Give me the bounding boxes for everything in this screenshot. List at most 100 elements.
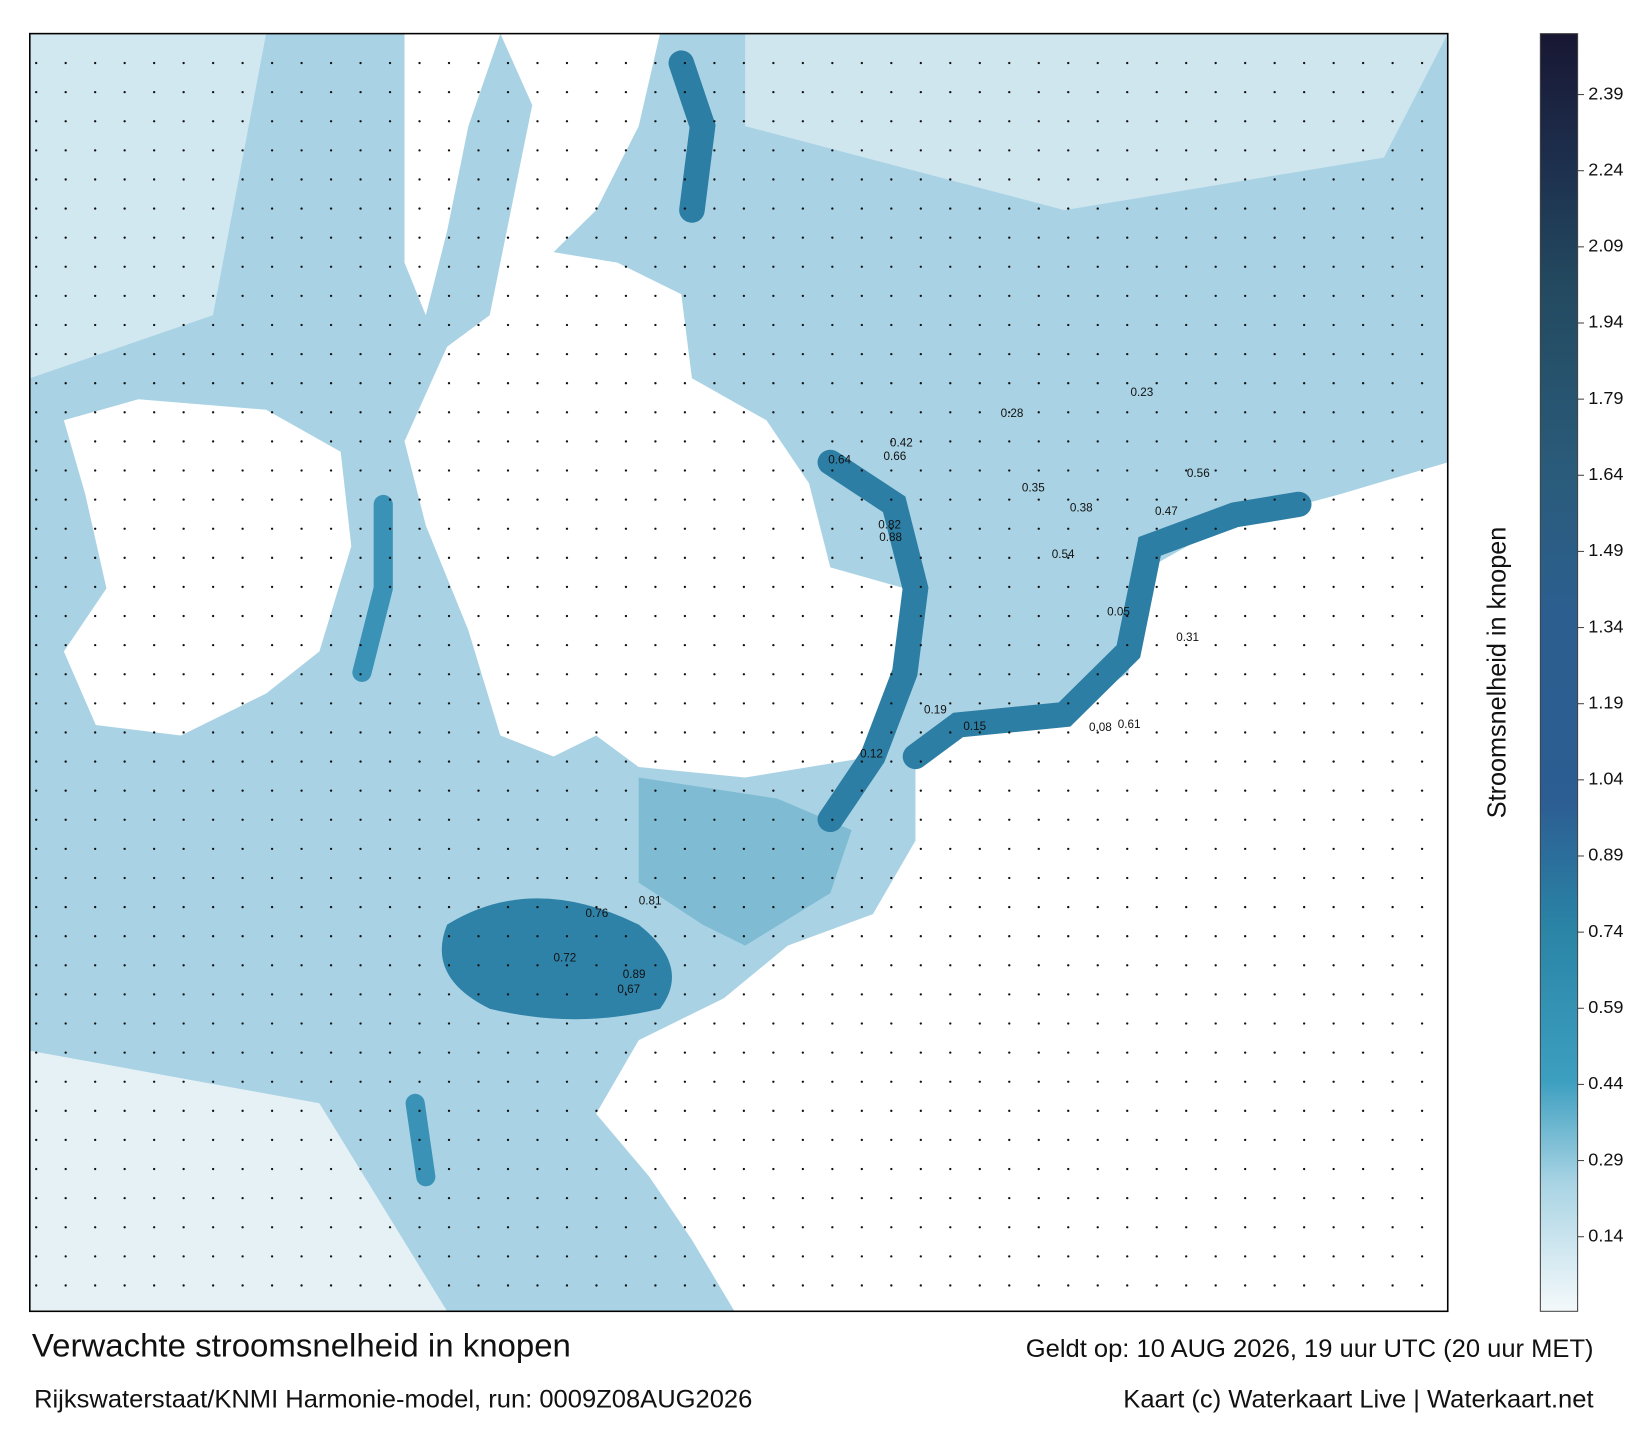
- vector-dot: [300, 294, 303, 298]
- vector-dot: [447, 236, 451, 239]
- vector-dot: [1067, 149, 1070, 152]
- vector-dot: [506, 818, 510, 821]
- vector-dot: [1243, 731, 1247, 734]
- vector-dot: [152, 498, 156, 501]
- vector-dot: [1096, 265, 1099, 268]
- vector-dot: [713, 1284, 716, 1287]
- vector-dot: [1008, 178, 1011, 181]
- vector-dot: [1332, 411, 1335, 414]
- vector-dot: [890, 876, 893, 880]
- vector-dot: [772, 1109, 775, 1112]
- vector-dot: [447, 352, 451, 356]
- vector-dot: [595, 964, 598, 967]
- vector-dot: [1361, 847, 1365, 851]
- vector-dot: [1420, 236, 1424, 239]
- vector-dot: [1273, 643, 1276, 647]
- vector-dot: [123, 1022, 126, 1025]
- vector-dot: [713, 702, 716, 705]
- vector-dot: [1332, 469, 1335, 472]
- vector-dot: [35, 1022, 38, 1025]
- vector-dot: [359, 440, 362, 443]
- vector-dot: [270, 1196, 274, 1200]
- speed-label: 0.89: [623, 968, 646, 981]
- vector-dot: [1420, 876, 1424, 880]
- vector-dot: [241, 993, 244, 996]
- vector-dot: [949, 993, 952, 996]
- vector-dot: [329, 294, 333, 298]
- vector-dot: [270, 1226, 274, 1229]
- speed-label: 0.88: [879, 531, 902, 544]
- vector-dot: [152, 1051, 156, 1054]
- vector-dot: [64, 818, 67, 821]
- vector-dot: [506, 1109, 510, 1112]
- vector-dot: [536, 411, 539, 414]
- vector-dot: [1332, 964, 1335, 967]
- vector-dot: [949, 323, 952, 327]
- vector-dot: [123, 1226, 126, 1229]
- vector-dot: [1243, 1080, 1247, 1083]
- vector-dot: [1067, 265, 1070, 268]
- vector-dot: [64, 1051, 67, 1054]
- vector-dot: [152, 265, 156, 268]
- vector-dot: [801, 1051, 805, 1054]
- vector-dot: [595, 1226, 598, 1229]
- vector-dot: [1361, 993, 1365, 996]
- vector-dot: [64, 149, 67, 152]
- vector-dot: [1391, 382, 1394, 385]
- vector-dot: [860, 993, 864, 996]
- vector-dot: [831, 964, 834, 967]
- vector-dot: [1302, 556, 1306, 559]
- vector-dot: [713, 818, 716, 821]
- vector-dot: [1037, 1109, 1040, 1112]
- vector-dot: [93, 323, 97, 327]
- vector-dot: [654, 120, 657, 123]
- vector-dot: [624, 236, 628, 239]
- vector-dot: [624, 1138, 628, 1142]
- vector-dot: [595, 556, 598, 559]
- vector-dot: [919, 1284, 922, 1287]
- vector-dot: [595, 1138, 598, 1142]
- vector-dot: [1302, 236, 1306, 239]
- vector-dot: [64, 1196, 67, 1200]
- vector-dot: [300, 905, 303, 909]
- vector-dot: [329, 1284, 333, 1287]
- vector-dot: [919, 1167, 922, 1171]
- vector-dot: [211, 411, 215, 414]
- vector-dot: [35, 993, 38, 996]
- vector-dot: [919, 382, 922, 385]
- vector-dot: [890, 905, 893, 909]
- vector-dot: [418, 556, 421, 559]
- vector-dot: [1273, 760, 1276, 763]
- vector-dot: [831, 1226, 834, 1229]
- vector-dot: [152, 382, 156, 385]
- vector-dot: [270, 382, 274, 385]
- vector-dot: [35, 731, 38, 734]
- vector-dot: [1008, 1109, 1011, 1112]
- speed-label: 0.67: [617, 983, 640, 996]
- vector-dot: [300, 1138, 303, 1142]
- vector-dot: [683, 905, 687, 909]
- vector-dot: [388, 294, 392, 298]
- vector-dot: [1185, 1080, 1188, 1083]
- vector-dot: [978, 178, 981, 181]
- vector-dot: [1008, 1255, 1011, 1258]
- vector-dot: [860, 382, 864, 385]
- vector-dot: [831, 1167, 834, 1171]
- vector-dot: [1155, 818, 1158, 821]
- vector-dot: [978, 643, 981, 647]
- vector-dot: [211, 294, 215, 298]
- vector-dot: [978, 61, 981, 65]
- vector-dot: [831, 382, 834, 385]
- vector-dot: [35, 265, 38, 268]
- vector-dot: [152, 411, 156, 414]
- vector-dot: [300, 265, 303, 268]
- vector-dot: [1243, 1138, 1247, 1142]
- vector-dot: [1096, 178, 1099, 181]
- vector-dot: [93, 1109, 97, 1112]
- vector-dot: [447, 207, 451, 210]
- vector-dot: [1185, 993, 1188, 996]
- vector-dot: [1067, 178, 1070, 181]
- vector-dot: [654, 90, 657, 94]
- vector-dot: [595, 935, 598, 938]
- vector-dot: [890, 964, 893, 967]
